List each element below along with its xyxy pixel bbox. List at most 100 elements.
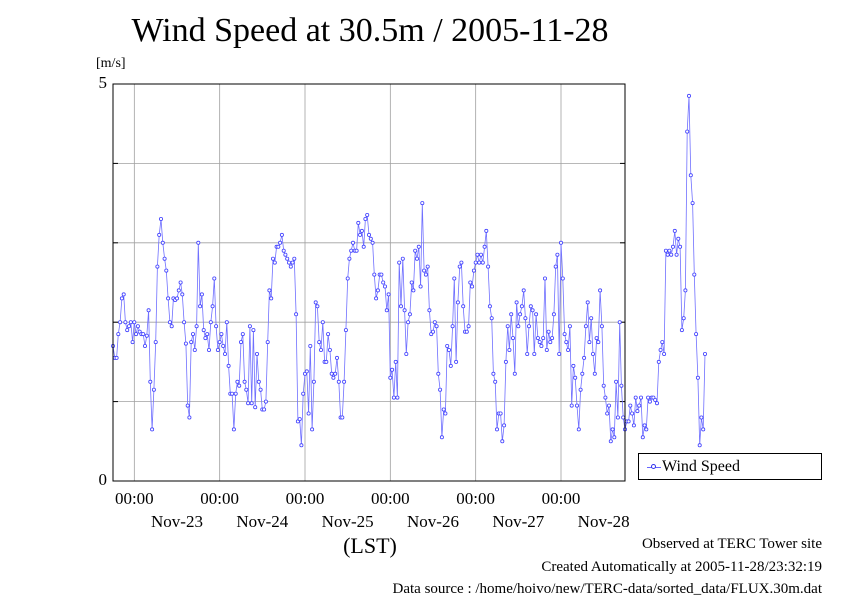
- x-tick-time-label: 00:00: [370, 489, 410, 508]
- data-point: [189, 340, 194, 345]
- data-point: [647, 399, 652, 404]
- data-point: [306, 411, 311, 416]
- data-point: [263, 399, 268, 404]
- data-point: [276, 244, 281, 249]
- data-point: [660, 340, 665, 345]
- data-point: [148, 379, 153, 384]
- data-point: [487, 304, 492, 309]
- data-point: [569, 403, 574, 408]
- data-point: [688, 173, 693, 178]
- data-point: [644, 427, 649, 432]
- data-point: [695, 375, 700, 380]
- data-point: [692, 272, 697, 277]
- data-point: [432, 320, 437, 325]
- data-point: [288, 264, 293, 269]
- data-point: [544, 347, 549, 352]
- x-tick-time-label: 00:00: [541, 489, 581, 508]
- data-point: [365, 212, 370, 217]
- data-point: [493, 379, 498, 384]
- data-point: [134, 332, 139, 337]
- data-point: [345, 276, 350, 281]
- data-point: [459, 260, 464, 265]
- data-point: [150, 427, 155, 432]
- data-point: [132, 320, 137, 325]
- data-point: [457, 264, 462, 269]
- data-point: [601, 383, 606, 388]
- data-point: [157, 232, 162, 237]
- data-point: [336, 379, 341, 384]
- data-point: [215, 347, 220, 352]
- data-point: [455, 300, 460, 305]
- data-point: [258, 387, 263, 392]
- y-tick-label: 5: [98, 73, 108, 92]
- data-point: [400, 256, 405, 261]
- data-point: [642, 423, 647, 428]
- data-point: [176, 288, 181, 293]
- data-point: [694, 332, 699, 337]
- x-axis-label: (LST): [343, 533, 397, 558]
- data-point: [615, 415, 620, 420]
- data-point: [125, 328, 130, 333]
- data-point: [164, 268, 169, 273]
- data-point: [409, 280, 414, 285]
- data-point: [270, 256, 275, 261]
- data-point: [249, 401, 254, 406]
- data-point: [701, 427, 706, 432]
- data-point: [253, 405, 258, 410]
- data-point: [494, 427, 499, 432]
- data-point: [414, 256, 419, 261]
- footer-site: Observed at TERC Tower site: [641, 536, 822, 552]
- data-point: [333, 371, 338, 376]
- data-point: [155, 264, 160, 269]
- data-point: [653, 397, 658, 402]
- data-point: [551, 312, 556, 317]
- x-tick-date-label: Nov-27: [492, 512, 545, 531]
- data-point: [633, 395, 638, 400]
- data-point: [446, 347, 451, 352]
- data-point: [484, 228, 489, 233]
- data-point: [676, 236, 681, 241]
- data-point: [201, 328, 206, 333]
- data-point: [603, 395, 608, 400]
- series-wind-speed: [111, 93, 708, 448]
- data-point: [178, 280, 183, 285]
- footer-source: Data source : /home/hoivo/new/TERC-data/…: [392, 581, 823, 597]
- data-point: [658, 347, 663, 352]
- data-point: [359, 228, 364, 233]
- data-point: [311, 379, 316, 384]
- data-point: [589, 316, 594, 321]
- data-point: [443, 411, 448, 416]
- data-point: [206, 347, 211, 352]
- data-point: [519, 304, 524, 309]
- data-point: [427, 308, 432, 313]
- data-point: [317, 340, 322, 345]
- data-point: [699, 415, 704, 420]
- data-point: [240, 332, 245, 337]
- data-point: [192, 347, 197, 352]
- data-point: [507, 347, 512, 352]
- data-point: [439, 435, 444, 440]
- data-point: [343, 328, 348, 333]
- data-point: [386, 292, 391, 297]
- data-point: [265, 340, 270, 345]
- data-point: [535, 336, 540, 341]
- data-point: [114, 355, 119, 360]
- data-point: [438, 387, 443, 392]
- data-point: [391, 395, 396, 400]
- data-point: [374, 296, 379, 301]
- data-point: [571, 363, 576, 368]
- data-point: [196, 240, 201, 245]
- data-point: [226, 363, 231, 368]
- data-point: [262, 407, 267, 412]
- data-point: [534, 312, 539, 317]
- data-point: [281, 248, 286, 253]
- data-point: [254, 351, 259, 356]
- data-point: [356, 220, 361, 225]
- data-point: [583, 324, 588, 329]
- data-point: [559, 240, 564, 245]
- data-point: [567, 324, 572, 329]
- data-point: [500, 439, 505, 444]
- data-point: [214, 324, 219, 329]
- data-point: [350, 240, 355, 245]
- data-point: [441, 407, 446, 412]
